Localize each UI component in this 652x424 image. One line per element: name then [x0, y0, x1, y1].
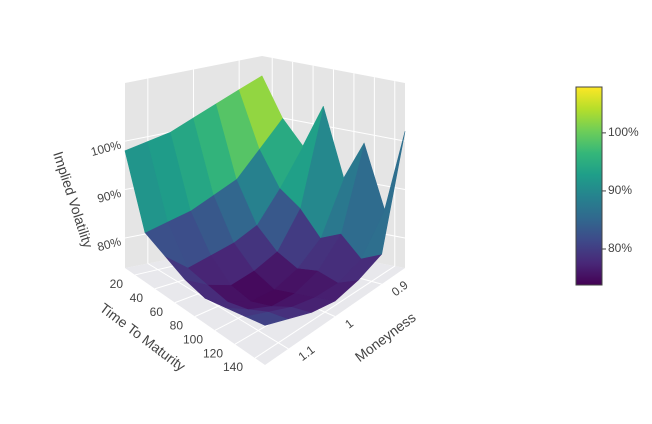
- x-axis-title: Time To Maturity: [97, 300, 189, 375]
- colorbar-tick-label: 80%: [608, 241, 632, 255]
- x-tick-label: 80: [170, 319, 184, 333]
- x-tick-label: 60: [150, 305, 164, 319]
- x-tick-label: 20: [110, 277, 124, 291]
- y-tick-label: 1: [342, 316, 356, 331]
- x-tick-label: 100: [183, 333, 203, 347]
- z-axis-title: Implied Volatility: [50, 149, 96, 249]
- surface-patch: [238, 75, 283, 149]
- colorbar: [575, 86, 603, 286]
- y-tick-label: 1.1: [296, 342, 318, 363]
- x-tick-label: 40: [130, 291, 144, 305]
- grid-line: [147, 263, 289, 350]
- x-tick-label: 120: [203, 346, 223, 360]
- colorbar-tick-label: 90%: [608, 183, 632, 197]
- y-axis-title: Moneyness: [352, 309, 419, 365]
- z-tick-label: 90%: [96, 186, 123, 206]
- z-tick-label: 100%: [89, 137, 123, 159]
- x-tick-label: 140: [223, 360, 243, 374]
- y-tick-label: 0.9: [389, 278, 411, 299]
- z-tick-label: 80%: [96, 234, 123, 254]
- colorbar-tick-label: 100%: [608, 125, 639, 139]
